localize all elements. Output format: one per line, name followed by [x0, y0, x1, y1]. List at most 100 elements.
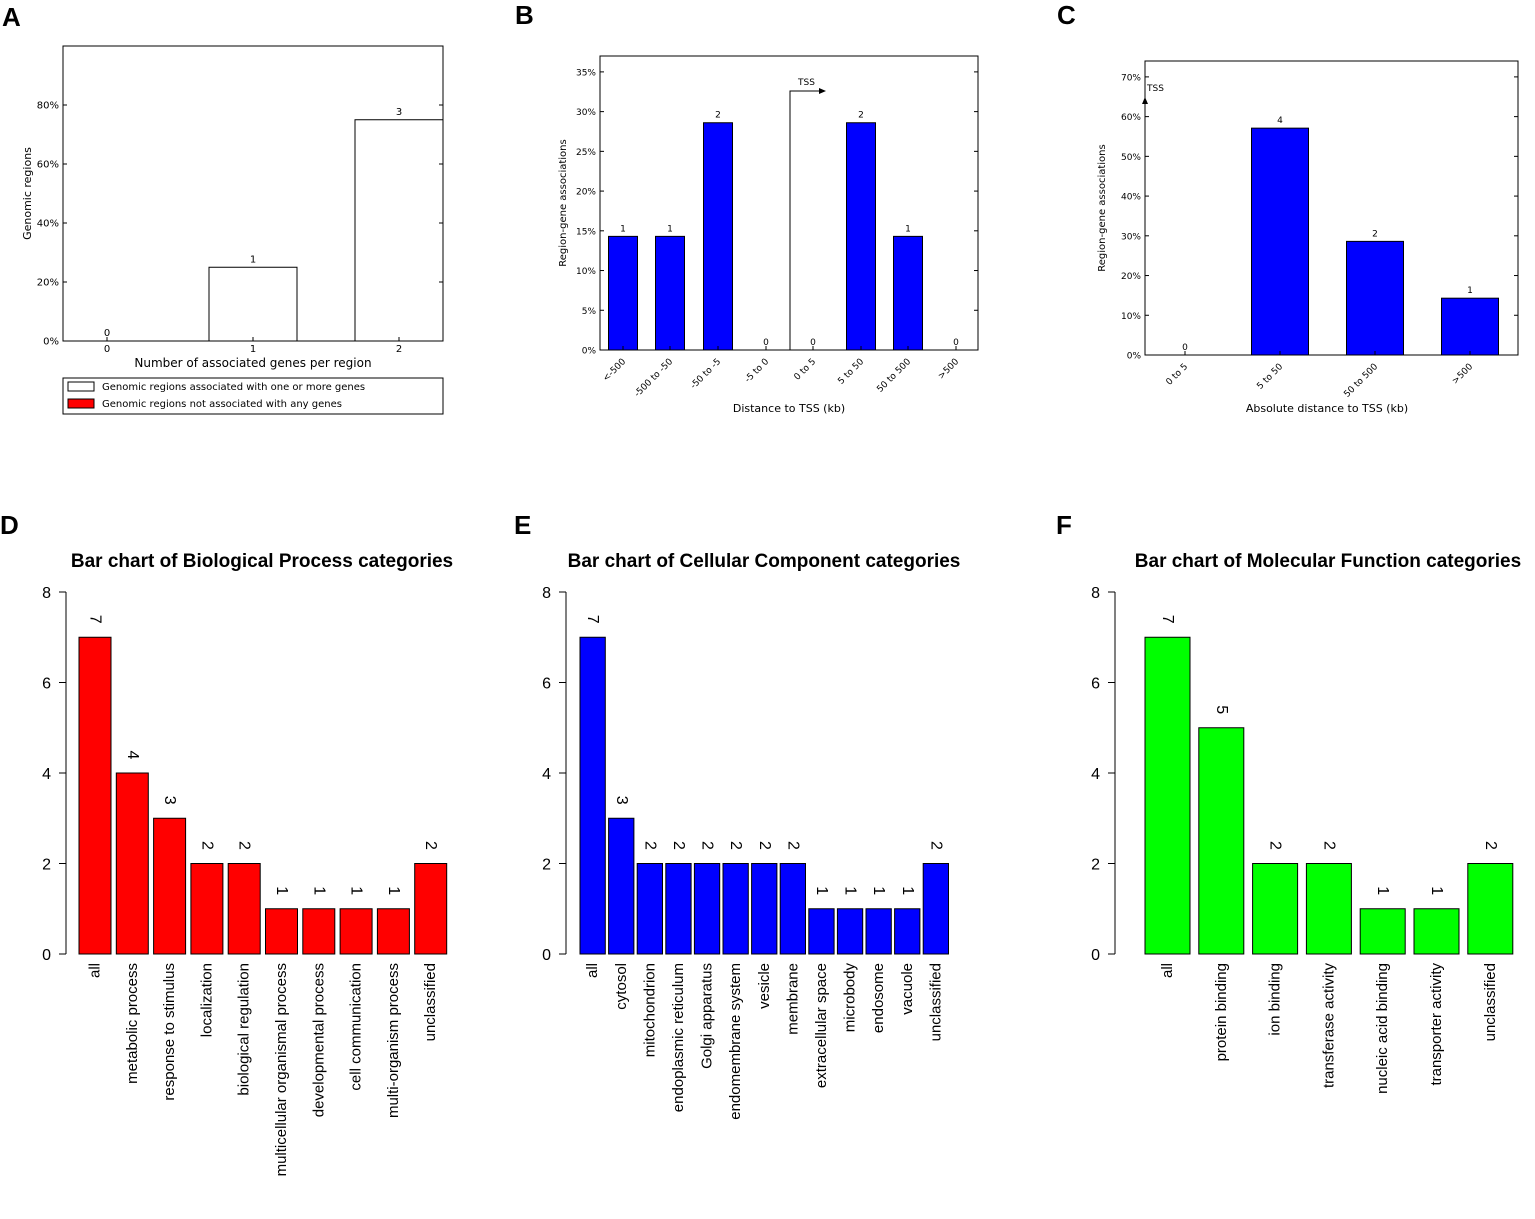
chart-f-count-label: 1: [1374, 886, 1391, 895]
chart-a-ytick-label: 40%: [37, 219, 59, 230]
chart-d-ytick-label: 2: [42, 857, 51, 874]
chart-a-ylabel: Genomic regions: [21, 147, 34, 240]
chart-b-axes-frame: [599, 55, 979, 351]
chart-f-count-label: 2: [1482, 841, 1499, 850]
chart-d-count-label: 7: [87, 615, 104, 624]
chart-e-bar: [922, 863, 950, 955]
chart-a-count-label: 0: [104, 328, 110, 339]
chart-f-bar: [1198, 727, 1245, 955]
chart-d-xtick-label: multicellular organismal process: [273, 963, 290, 1176]
chart-d-bar: [78, 636, 112, 955]
chart-f-ytick-label: 6: [1091, 676, 1100, 693]
chart-b-ytick-label: 10%: [576, 267, 596, 277]
chart-b-xtick-label: 50 to 500: [875, 357, 913, 395]
chart-e-bar: [836, 908, 864, 955]
chart-d-ytick-label: 4: [42, 766, 51, 783]
chart-a-xlabel: Number of associated genes per region: [134, 356, 371, 370]
chart-f-ytick-label: 2: [1091, 857, 1100, 874]
legend-label-associated: Genomic regions associated with one or m…: [102, 382, 365, 393]
chart-d-bar: [302, 908, 336, 955]
chart-b-xtick-label: -50 to -5: [689, 357, 723, 391]
tss-marker-b: TSS: [789, 78, 826, 350]
chart-e-bar: [693, 863, 721, 955]
chart-b-count-label: 0: [763, 338, 769, 348]
chart-b-xtick-label: <-500: [601, 357, 628, 384]
chart-d-bar: [190, 863, 224, 955]
chart-b-count-label: 0: [953, 338, 959, 348]
chart-b-xtick-label: >500: [937, 357, 962, 382]
chart-e-xtick-label: vesicle: [756, 963, 773, 1009]
chart-e-xtick-label: endosome: [870, 963, 887, 1033]
chart-d-count-label: 1: [385, 886, 402, 895]
chart-e-ytick-label: 2: [542, 857, 551, 874]
chart-b-xtick-label: -500 to -50: [633, 357, 676, 400]
chart-b-ytick-label: 20%: [576, 188, 596, 198]
chart-f-bar: [1252, 863, 1299, 955]
chart-b-bar: [608, 235, 638, 351]
chart-d-count-label: 1: [348, 886, 365, 895]
chart-b-xtick-label: 5 to 50: [836, 357, 866, 387]
chart-d-ytick-label: 8: [42, 585, 51, 602]
chart-d-xtick-label: unclassified: [422, 963, 439, 1041]
chart-f-bar: [1305, 863, 1352, 955]
chart-e-xtick-label: membrane: [784, 963, 801, 1035]
chart-c-xtick-label: 5 to 50: [1255, 362, 1285, 392]
chart-f-xtick-label: transferase activity: [1320, 963, 1337, 1089]
chart-d-bar: [414, 863, 448, 955]
chart-d-count-label: 3: [161, 796, 178, 805]
chart-d-count-label: 2: [198, 841, 215, 850]
panel-label-f: F: [1056, 510, 1072, 540]
chart-e-ytick-label: 4: [542, 766, 551, 783]
chart-c-ytick-label: 70%: [1121, 73, 1141, 83]
chart-d-bar: [265, 908, 298, 955]
chart-f-count-label: 5: [1213, 705, 1230, 714]
chart-e-count-label: 2: [727, 841, 744, 850]
chart-e-count-label: 2: [756, 841, 773, 850]
panel-label-a: A: [2, 2, 21, 32]
chart-b-ytick-label: 0%: [582, 347, 597, 357]
chart-e-count-label: 1: [870, 886, 887, 895]
chart-b-count-label: 1: [620, 224, 626, 234]
chart-b-ylabel: Region-gene associations: [558, 139, 569, 266]
chart-b: 1 1 2 0 0 2 1 0 0% 5% 10% 15% 20% 25% 30% 35% <-500 -500 …: [558, 55, 979, 415]
chart-e-xtick-label: Golgi apparatus: [699, 963, 716, 1069]
chart-c-bar: [1441, 297, 1499, 356]
chart-d-count-label: 1: [273, 886, 290, 895]
chart-d-xtick-label: metabolic process: [124, 963, 141, 1084]
chart-d-bar: [153, 817, 187, 955]
chart-e-count-label: 2: [670, 841, 687, 850]
legend-swatch-not-associated: [67, 398, 95, 409]
chart-c-bar: [1346, 240, 1404, 356]
chart-a-xtick-label: 2: [396, 344, 402, 355]
chart-c-xlabel: Absolute distance to TSS (kb): [1246, 402, 1408, 415]
legend-box: [62, 377, 444, 415]
chart-d-xtick-label: biological regulation: [236, 963, 253, 1096]
chart-b-count-label: 0: [810, 338, 816, 348]
chart-f-ytick-label: 8: [1091, 585, 1100, 602]
chart-c-ytick-label: 30%: [1121, 232, 1141, 242]
chart-f-xtick-label: all: [1159, 963, 1176, 978]
legend-a: Genomic regions associated with one or m…: [62, 377, 444, 415]
chart-a-bar: [354, 119, 444, 342]
chart-c-xtick-label: >500: [1451, 362, 1476, 387]
chart-e-bar: [894, 908, 921, 955]
chart-f: Bar chart of Molecular Function categori…: [1091, 551, 1521, 1094]
tss-arrow-b: [789, 90, 824, 350]
chart-a-count-label: 1: [250, 254, 256, 265]
chart-e-xtick-label: all: [584, 963, 601, 978]
chart-c-ylabel: Region-gene associations: [1097, 144, 1108, 271]
chart-e-bar: [579, 636, 606, 955]
chart-b-count-label: 2: [858, 111, 864, 121]
chart-e: Bar chart of Cellular Component categori…: [542, 551, 960, 1120]
chart-b-bar: [655, 235, 685, 351]
chart-d-ytick-label: 6: [42, 676, 51, 693]
chart-f-bar: [1144, 636, 1191, 955]
chart-d-count-label: 1: [310, 886, 327, 895]
chart-f-count-label: 2: [1320, 841, 1337, 850]
chart-d-xtick-label: localization: [198, 963, 215, 1037]
chart-e-count-label: 7: [584, 615, 601, 624]
chart-d-ytick-label: 0: [42, 947, 51, 964]
chart-b-xlabel: Distance to TSS (kb): [733, 402, 845, 415]
chart-d-xtick-label: multi-organism process: [385, 963, 402, 1118]
